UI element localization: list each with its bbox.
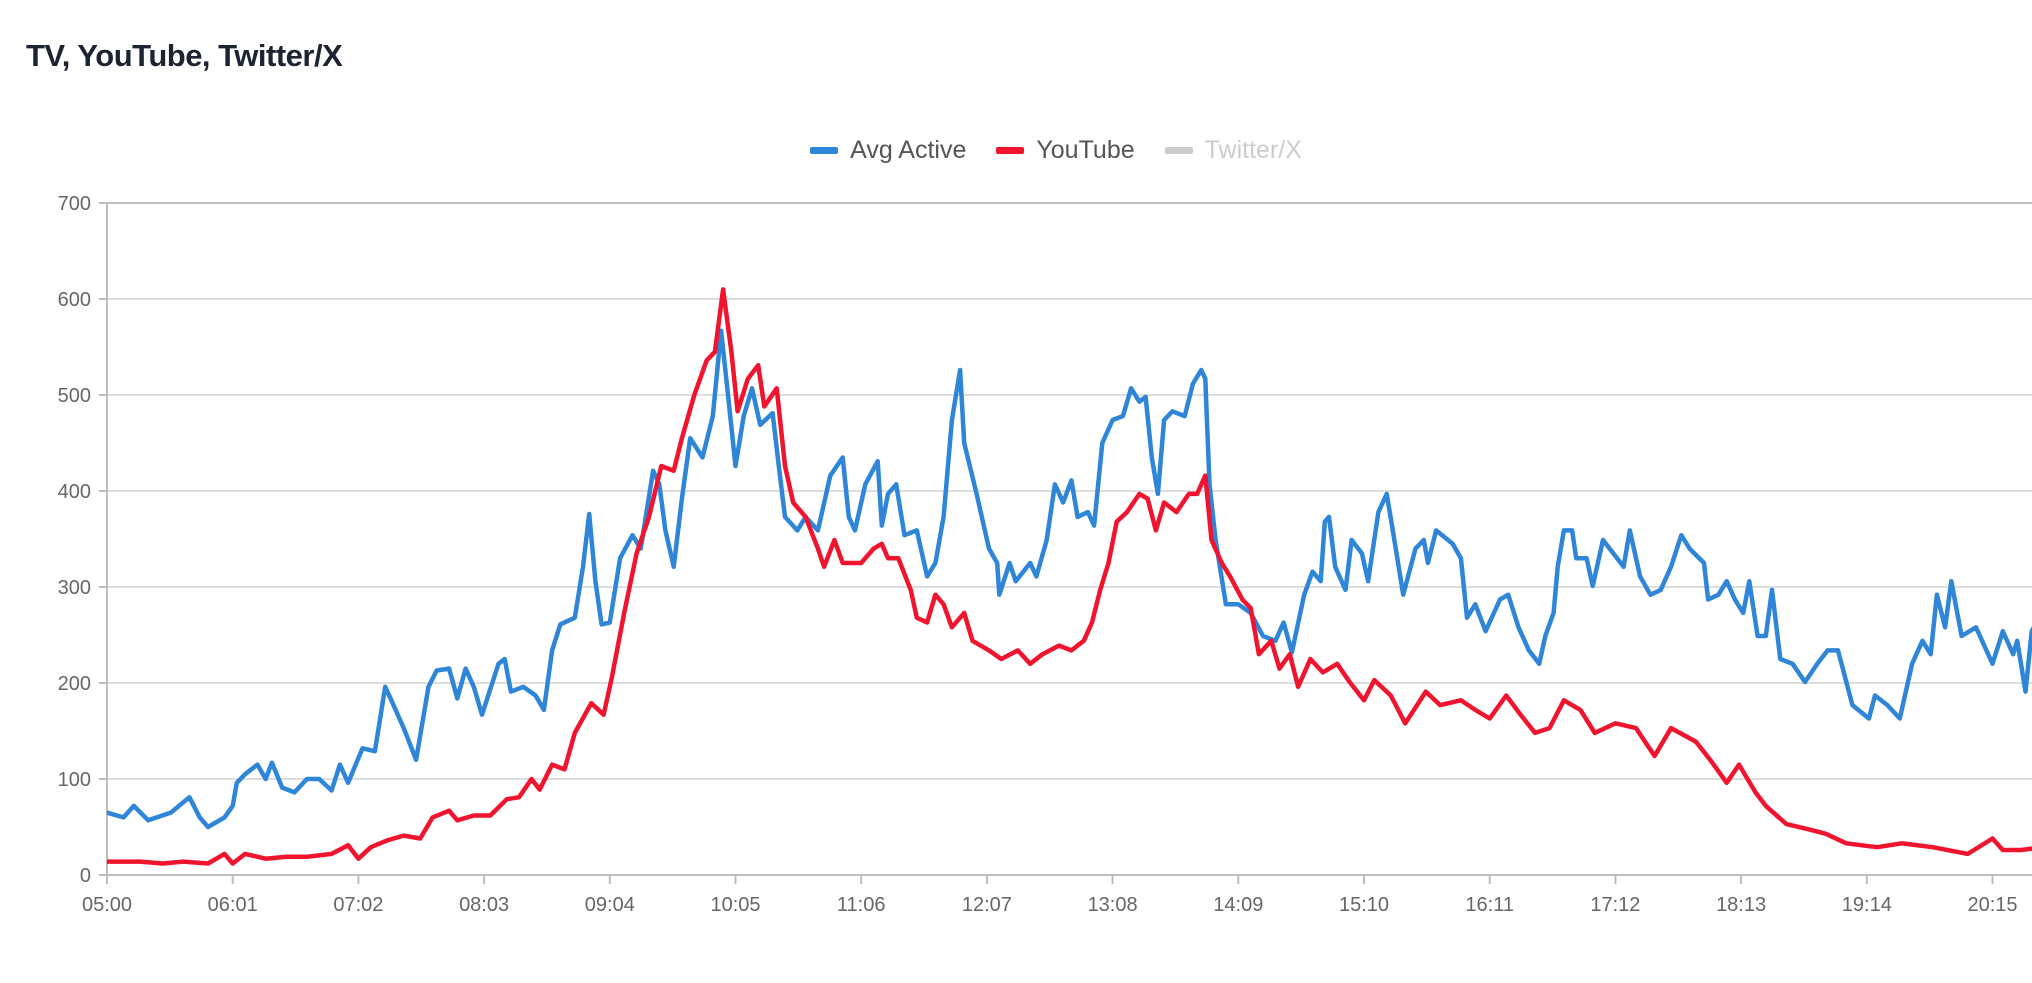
y-tick-label: 600 <box>58 289 91 311</box>
chart-legend: Avg Active YouTube Twitter/X <box>0 136 2032 165</box>
x-tick-label: 19:14 <box>1842 894 1892 916</box>
legend-swatch-youtube <box>996 147 1025 154</box>
x-tick-label: 09:04 <box>585 894 635 916</box>
legend-item-avg-active[interactable]: Avg Active <box>810 136 966 165</box>
x-tick-label: 13:08 <box>1088 894 1138 916</box>
x-tick-label: 07:02 <box>333 894 383 916</box>
y-tick-label: 200 <box>58 673 91 695</box>
chart-title: TV, YouTube, Twitter/X <box>26 38 343 73</box>
y-tick-label: 100 <box>58 769 91 791</box>
x-tick-label: 18:13 <box>1716 894 1766 916</box>
y-tick-label: 400 <box>58 481 91 503</box>
legend-label-avg-active: Avg Active <box>850 136 967 164</box>
x-tick-label: 15:10 <box>1339 894 1389 916</box>
series-group <box>107 287 2032 866</box>
series-line-youtube <box>107 287 2032 866</box>
series-line-avg-active <box>107 328 2032 830</box>
legend-swatch-twitter-x <box>1164 147 1193 154</box>
x-tick-label: 17:12 <box>1590 894 1640 916</box>
x-tick-label: 20:15 <box>1967 894 2017 916</box>
legend-swatch-avg-active <box>810 147 839 154</box>
x-tick-label: 12:07 <box>962 894 1012 916</box>
y-axis: 0 100 200 300 400 500 600 700 <box>58 193 108 887</box>
x-axis: 05:00 06:01 07:02 08:03 09:04 10:05 11:06 12:07… <box>82 875 2018 916</box>
x-tick-label: 11:06 <box>837 894 886 916</box>
legend-item-twitter-x[interactable]: Twitter/X <box>1164 136 1302 165</box>
x-tick-label: 08:03 <box>459 894 509 916</box>
x-tick-label: 14:09 <box>1213 894 1263 916</box>
x-tick-label: 06:01 <box>208 894 258 916</box>
x-tick-label: 05:00 <box>82 894 132 916</box>
x-tick-label: 16:11 <box>1465 894 1514 916</box>
y-tick-label: 0 <box>80 865 91 887</box>
legend-label-youtube: YouTube <box>1036 136 1135 164</box>
legend-label-twitter-x: Twitter/X <box>1204 136 1302 164</box>
legend-item-youtube[interactable]: YouTube <box>996 136 1135 165</box>
y-tick-label: 700 <box>58 193 91 215</box>
y-tick-label: 300 <box>58 577 91 599</box>
x-tick-label: 10:05 <box>710 894 760 916</box>
y-tick-label: 500 <box>58 385 91 407</box>
